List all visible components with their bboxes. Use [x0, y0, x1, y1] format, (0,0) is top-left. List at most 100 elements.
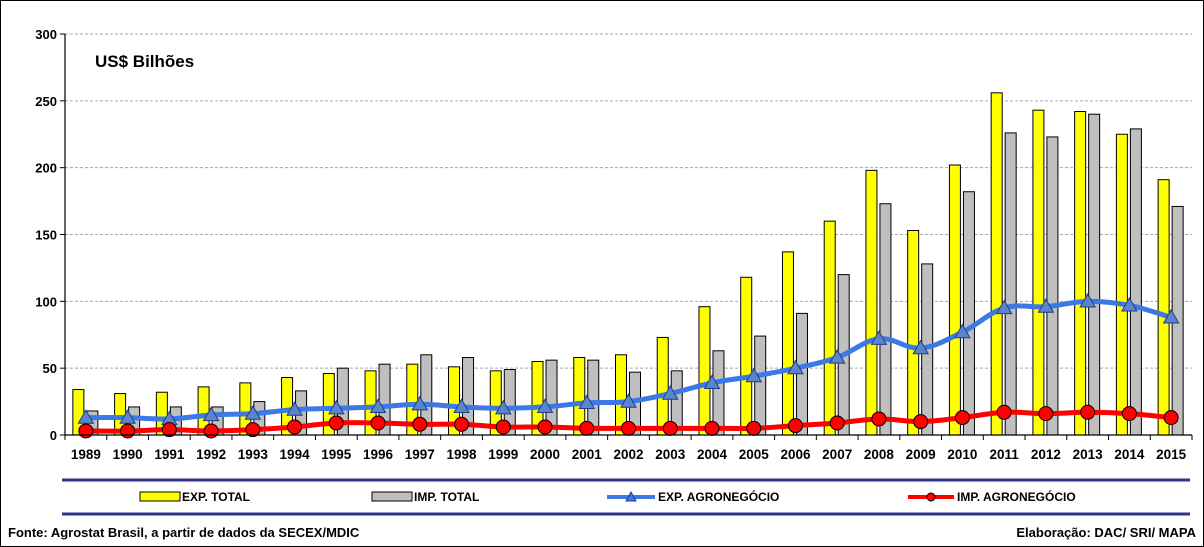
legend-item-exp-total: EXP. TOTAL [139, 490, 250, 504]
bar-exp-total-2003 [656, 336, 669, 436]
credit-note: Elaboração: DAC/ SRI/ MAPA [1016, 525, 1196, 540]
legend-item-exp-agronegocio: EXP. AGRONEGÓCIO [607, 489, 779, 504]
point-imp-agronegocio-2014 [1121, 406, 1137, 422]
point-imp-agronegocio-2000 [537, 419, 553, 435]
x-tick-label: 2009 [906, 447, 936, 462]
x-tick-label: 1994 [280, 447, 311, 462]
point-exp-agronegocio-2009 [912, 339, 930, 355]
point-exp-agronegocio-2013 [1079, 292, 1097, 308]
legend-circle-marker [926, 492, 936, 502]
point-exp-agronegocio-1995 [327, 399, 345, 415]
x-tick-label: 2013 [1073, 447, 1104, 462]
legend-swatch-imp-total [371, 491, 413, 502]
legend-label-imp-total: IMP. TOTAL [414, 490, 479, 504]
point-imp-agronegocio-1997 [412, 416, 428, 432]
legend: EXP. TOTAL IMP. TOTAL EXP. AGRONEGÓCIO I… [139, 489, 1076, 504]
point-exp-agronegocio-2010 [954, 323, 971, 339]
bar-imp-total-2013 [1088, 113, 1101, 436]
point-exp-agronegocio-1989 [77, 409, 95, 424]
x-tick-label: 2002 [613, 447, 643, 462]
x-tick-label: 1995 [321, 447, 352, 462]
bar-exp-total-2006 [781, 251, 794, 436]
legend-triangle-marker [625, 490, 637, 502]
bar-exp-total-2012 [1032, 109, 1045, 436]
source-note: Fonte: Agrostat Brasil, a partir de dado… [8, 525, 360, 540]
x-tick-label: 2000 [530, 447, 560, 462]
point-imp-agronegocio-1994 [287, 419, 303, 435]
point-exp-agronegocio-2012 [1037, 298, 1055, 313]
legend-label-exp-total: EXP. TOTAL [182, 490, 250, 504]
y-tick-label: 100 [35, 294, 57, 309]
point-imp-agronegocio-2005 [746, 420, 762, 436]
legend-item-imp-agronegocio: IMP. AGRONEGÓCIO [908, 489, 1076, 504]
point-imp-agronegocio-2012 [1038, 406, 1054, 422]
x-tick-label: 2010 [947, 447, 977, 462]
point-exp-agronegocio-1996 [369, 398, 387, 414]
point-exp-agronegocio-1993 [244, 405, 262, 420]
point-imp-agronegocio-2006 [787, 418, 803, 434]
line-series [77, 292, 1180, 439]
y-tick-label: 300 [35, 27, 57, 42]
x-tick-label: 2011 [990, 447, 1020, 462]
point-exp-agronegocio-2007 [828, 348, 846, 364]
point-imp-agronegocio-1989 [78, 423, 94, 439]
bar-imp-total-2012 [1046, 136, 1059, 436]
point-exp-agronegocio-2006 [787, 359, 804, 375]
point-exp-agronegocio-1994 [286, 401, 303, 416]
bar-exp-total-2013 [1074, 111, 1087, 436]
point-imp-agronegocio-1992 [203, 423, 219, 439]
x-tick-label: 2006 [780, 447, 811, 462]
y-tick-label: 200 [35, 161, 57, 176]
bar-exp-total-2010 [948, 164, 961, 436]
x-tick-label: 1996 [363, 447, 394, 462]
point-imp-agronegocio-2002 [621, 420, 636, 436]
bar-exp-total-2005 [740, 276, 753, 436]
y-axis-ticks: 0 50 100 150 200 250 300 [35, 27, 65, 443]
point-imp-agronegocio-1998 [454, 416, 470, 432]
point-imp-agronegocio-2009 [913, 414, 929, 430]
bar-exp-total-2011 [990, 92, 1003, 436]
x-tick-label: 1998 [447, 447, 478, 462]
legend-item-imp-total: IMP. TOTAL [371, 490, 479, 504]
y-tick-label: 150 [35, 228, 57, 243]
point-exp-agronegocio-2011 [995, 299, 1013, 315]
x-tick-label: 2001 [572, 447, 603, 462]
x-tick-label: 2008 [864, 447, 895, 462]
x-tick-label: 2007 [822, 447, 852, 462]
point-exp-agronegocio-2014 [1121, 296, 1138, 312]
point-exp-agronegocio-2015 [1162, 308, 1180, 324]
point-exp-agronegocio-1998 [453, 398, 470, 414]
x-tick-label: 2012 [1031, 447, 1061, 462]
x-axis-ticks: 1989 1990 1991 1992 1993 1994 1995 1996 1997 1998… [64, 435, 1193, 462]
point-imp-agronegocio-1993 [245, 422, 261, 438]
bar-imp-total-2005 [754, 335, 767, 436]
bar-exp-total-2007 [823, 220, 836, 436]
point-imp-agronegocio-1999 [495, 419, 511, 435]
point-exp-agronegocio-2008 [870, 330, 888, 345]
x-tick-label: 2004 [697, 447, 728, 462]
bar-imp-total-2011 [1004, 132, 1017, 436]
point-imp-agronegocio-1996 [370, 415, 386, 431]
point-imp-agronegocio-2001 [579, 420, 595, 436]
point-exp-agronegocio-1992 [202, 406, 220, 422]
point-exp-agronegocio-2003 [661, 385, 679, 400]
point-exp-agronegocio-2000 [536, 398, 554, 414]
point-imp-agronegocio-2013 [1080, 404, 1096, 420]
point-imp-agronegocio-2004 [704, 420, 720, 436]
bar-imp-total-2014 [1129, 128, 1142, 436]
x-tick-label: 2014 [1114, 447, 1145, 462]
point-imp-agronegocio-1991 [161, 422, 177, 438]
point-imp-agronegocio-2003 [662, 420, 678, 436]
bar-exp-total-2004 [698, 306, 711, 436]
x-tick-label: 1999 [488, 447, 518, 462]
point-exp-agronegocio-2004 [703, 374, 721, 389]
unit-label: US$ Bilhões [95, 52, 194, 71]
point-exp-agronegocio-1997 [411, 395, 429, 411]
point-exp-agronegocio-2002 [620, 393, 637, 408]
x-tick-label: 2003 [655, 447, 686, 462]
point-imp-agronegocio-1995 [328, 415, 344, 431]
bar-exp-total-2008 [865, 169, 878, 436]
x-tick-label: 1997 [405, 447, 435, 462]
